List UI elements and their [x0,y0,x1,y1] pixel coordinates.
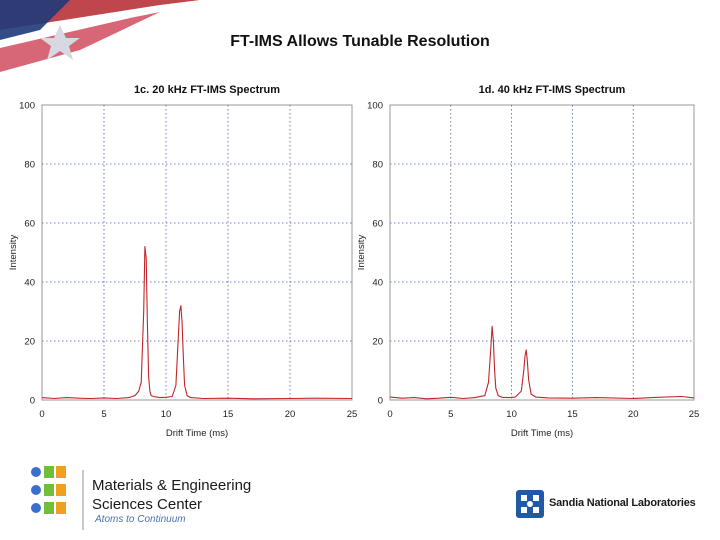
chart-20khz-svg: 1c. 20 kHz FT-IMS Spectrum 0 20 40 60 80 100 0 5… [8,84,358,439]
x-tick-label: 20 [285,409,296,420]
y-tick-label: 0 [378,396,383,407]
chart-title: 1c. 20 kHz FT-IMS Spectrum [134,84,280,96]
sandia-logo-icon [516,490,544,518]
y-axis-label: Intensity [358,235,367,271]
chart-20khz: 1c. 20 kHz FT-IMS Spectrum 0 20 40 60 80 100 0 5… [0,70,358,450]
x-tick-label: 15 [223,409,234,420]
y-tick-label: 80 [24,160,35,171]
sandia-lab-name: Sandia National Laboratories [549,497,696,509]
x-tick-label: 10 [506,409,517,420]
flag-banner-graphic [0,0,200,72]
chart-40khz-svg: 1d. 40 kHz FT-IMS Spectrum 0 20 40 60 80 100 0 5… [358,84,700,439]
org-name-line2: Sciences Center [92,496,203,513]
mesc-logo-icon [31,466,66,514]
y-tick-label: 60 [372,219,383,230]
plot-frame [389,104,695,401]
x-axis-label: Drift Time (ms) [166,428,228,439]
slide-title: FT-IMS Allows Tunable Resolution [230,33,490,50]
x-tick-label: 5 [448,409,453,420]
y-tick-label: 100 [367,101,383,112]
x-tick-label: 5 [101,409,106,420]
x-tick-label: 10 [161,409,172,420]
y-tick-label: 100 [19,101,35,112]
y-tick-label: 20 [24,337,35,348]
plot-frame [41,104,353,401]
x-tick-label: 25 [689,409,700,420]
chart-40khz: 1d. 40 kHz FT-IMS Spectrum 0 20 40 60 80 100 0 5… [358,70,720,450]
y-tick-label: 60 [24,219,35,230]
x-tick-label: 0 [387,409,392,420]
chart-title: 1d. 40 kHz FT-IMS Spectrum [479,84,626,96]
y-tick-label: 40 [372,278,383,289]
x-tick-label: 20 [628,409,639,420]
y-tick-label: 0 [30,396,35,407]
x-tick-label: 25 [347,409,358,420]
y-tick-label: 40 [24,278,35,289]
intensity-series-line [41,246,353,400]
x-axis-label: Drift Time (ms) [511,428,573,439]
y-axis-label: Intensity [8,235,19,271]
y-tick-label: 80 [372,160,383,171]
x-tick-label: 0 [39,409,44,420]
y-tick-label: 20 [372,337,383,348]
org-name-line1: Materials & Engineering [92,477,252,494]
org-tagline: Atoms to Continuum [95,514,186,525]
footer-divider [82,470,84,530]
intensity-series-line [389,325,695,400]
x-tick-label: 15 [567,409,578,420]
